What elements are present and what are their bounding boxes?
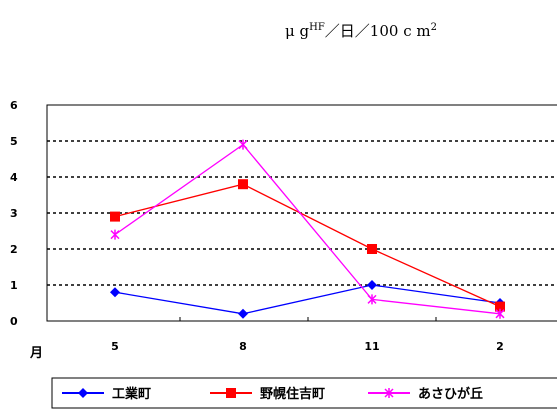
y-tick-label: 2 — [10, 243, 18, 256]
data-point — [238, 139, 248, 150]
grid-lines — [47, 140, 557, 286]
legend-swatch-marker — [226, 388, 236, 398]
unit-prefix: μ g — [285, 22, 310, 40]
y-tick-label: 1 — [10, 279, 18, 292]
unit-sup-2: 2 — [430, 22, 437, 33]
x-unit-label: 月 — [29, 346, 43, 361]
unit-sup-hf: HF — [309, 22, 325, 33]
legend-item: あさひが丘 — [368, 386, 483, 402]
series-line — [114, 143, 501, 315]
series-2 — [110, 139, 505, 319]
legend-box — [51, 377, 557, 409]
data-point — [367, 244, 377, 254]
legend-label: あさひが丘 — [418, 386, 483, 402]
legend-swatch-marker — [384, 388, 394, 398]
data-point — [495, 301, 505, 312]
series-1 — [110, 179, 505, 312]
legend-label: 野幌住吉町 — [260, 386, 325, 402]
y-tick-label: 6 — [10, 99, 18, 112]
data-point — [495, 308, 505, 319]
data-point — [110, 287, 120, 298]
data-point — [238, 308, 248, 319]
y-tick-label: 0 — [10, 315, 18, 328]
x-tick-label: 8 — [239, 340, 247, 353]
data-point — [110, 211, 120, 222]
series-0 — [110, 280, 505, 319]
data-point — [367, 280, 377, 290]
y-tick-label: 4 — [10, 171, 18, 184]
legend-label: 工業町 — [112, 386, 151, 402]
series-line — [114, 183, 501, 308]
data-point — [110, 229, 120, 240]
series-line — [114, 284, 501, 315]
legend-item: 工業町 — [62, 386, 151, 402]
y-ticks: 0 1 2 3 4 5 6 — [10, 99, 18, 328]
legend-item: 野幌住吉町 — [210, 386, 325, 402]
unit-label: μ gHF／日／100 c m2 — [285, 20, 437, 41]
data-point — [238, 179, 248, 190]
y-tick-label: 3 — [10, 207, 18, 220]
x-tick-label: 5 — [111, 340, 119, 353]
x-ticks: 5 8 11 2 — [111, 317, 504, 353]
legend: 工業町 野幌住吉町 あさひが丘 — [62, 386, 483, 402]
x-tick-label: 2 — [496, 340, 504, 353]
y-tick-label: 5 — [10, 135, 18, 148]
series-layer — [110, 139, 505, 319]
data-point — [367, 294, 377, 305]
x-tick-label: 11 — [364, 340, 379, 353]
legend-swatch-marker — [78, 388, 88, 398]
unit-rest: ／日／100 c m — [324, 22, 431, 40]
